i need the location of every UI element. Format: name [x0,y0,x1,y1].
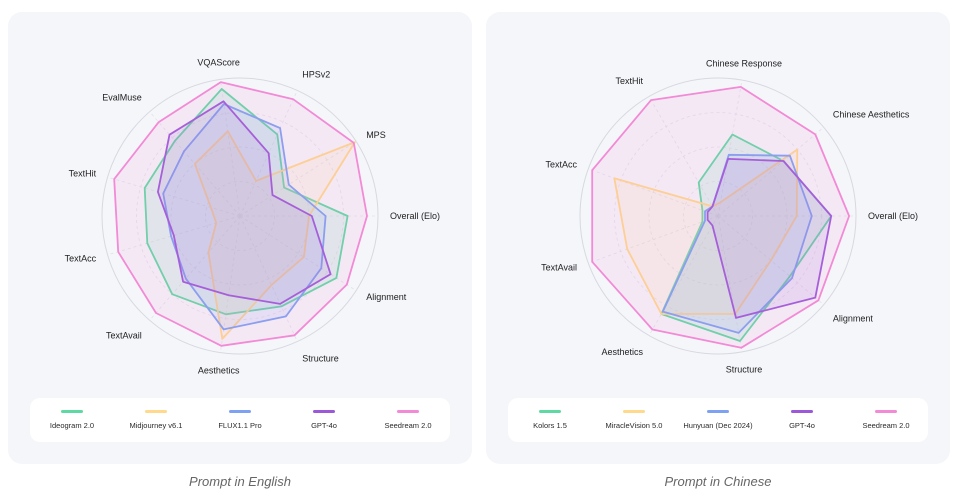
legend-item-gpt-4o: GPT-4o [282,398,366,442]
axis-label-chinese-response: Chinese Response [706,58,782,68]
series-midjourney-v6-1 [193,130,356,340]
radar-spoke [239,215,298,342]
series-miraclevision-5-0 [613,148,799,315]
axis-label-texthit: TextHit [615,76,643,86]
radar-grid-ring [205,181,275,251]
radar-outer-ring [579,77,857,355]
series-gpt-4o [156,100,332,305]
radar-spoke [648,215,719,336]
axis-label-textavail: TextAvail [106,330,142,340]
axis-label-chinese-aesthetics: Chinese Aesthetics [833,110,910,120]
radar-spoke [107,176,241,217]
series-seedream-2-0 [113,81,368,347]
chart-panel-right: Overall (Elo) Chinese Aesthetics Chinese R… [486,12,950,464]
axis-label-textacc: TextAcc [65,253,97,263]
legend-item-midjourney-v6-1: Midjourney v6.1 [114,398,198,442]
series-seedream-2-0 [591,86,851,349]
series-hunyuan-dec-2024 [661,153,813,334]
legend-item-ideogram-2-0: Ideogram 2.0 [30,398,114,442]
legend-label: GPT-4o [789,421,815,430]
radar-spoke [648,96,719,217]
legend-label: MiracleVision 5.0 [605,421,663,430]
axis-label-textavail: TextAvail [541,262,577,272]
legend-swatch [875,410,897,413]
radar-spoke [239,141,357,217]
axis-label-textacc: TextAcc [545,160,577,170]
legend-swatch [791,410,813,413]
axis-label-aesthetics: Aesthetics [601,347,643,357]
legend-swatch [623,410,645,413]
legend-right: Kolors 1.5 MiracleVision 5.0 Hunyuan (Dec … [508,398,928,442]
legend-item-seedream-2-0: Seedream 2.0 [366,398,450,442]
axis-label-hpsv2: HPSv2 [302,70,330,80]
legend-label: Kolors 1.5 [533,421,567,430]
caption-left: Prompt in English [189,474,291,489]
legend-swatch [707,410,729,413]
legend-item-miraclevision-5-0: MiracleVision 5.0 [592,398,676,442]
radar-spoke [717,126,824,217]
legend-swatch [145,410,167,413]
legend-label: Seedream 2.0 [384,421,432,430]
legend-item-flux1-1-pro: FLUX1.1 Pro [198,398,282,442]
legend-swatch [61,410,83,413]
radar-spoke [149,215,241,321]
legend-label: GPT-4o [311,421,337,430]
axis-label-vqascore: VQAScore [197,58,240,68]
legend-item-seedream-2-0: Seedream 2.0 [844,398,928,442]
legend-label: Seedream 2.0 [862,421,910,430]
series-ideogram-2-0 [143,88,349,316]
series-gpt-4o [706,157,833,319]
axis-label-structure: Structure [302,353,339,363]
radar-chart-right: Overall (Elo) Chinese Aesthetics Chinese R… [541,58,918,375]
chart-panel-left: Overall (Elo) MPS HPSv2 VQAScore EvalMuse Tex… [8,12,472,464]
radar-chart-left: Overall (Elo) MPS HPSv2 VQAScore EvalMuse Tex… [65,58,440,376]
legend-swatch [397,410,419,413]
legend-item-hunyuan-dec-2024: Hunyuan (Dec 2024) [676,398,760,442]
radar-outer-ring [101,77,379,355]
legend-left: Ideogram 2.0 Midjourney v6.1 FLUX1.1 Pro GP… [30,398,450,442]
legend-swatch [539,410,561,413]
caption-right: Prompt in Chinese [664,474,772,489]
axis-label-alignment: Alignment [366,292,407,302]
axis-label-overall-elo: Overall (Elo) [868,211,918,221]
legend-label: FLUX1.1 Pro [218,421,262,430]
axis-label-structure: Structure [726,365,763,375]
legend-item-kolors-1-5: Kolors 1.5 [508,398,592,442]
legend-swatch [229,410,251,413]
axis-label-texthit: TextHit [69,169,97,179]
axis-label-overall-elo: Overall (Elo) [390,211,440,221]
series-kolors-1-5 [660,133,833,342]
legend-label: Midjourney v6.1 [129,421,183,430]
legend-label: Ideogram 2.0 [49,421,95,430]
legend-item-gpt-4o: GPT-4o [760,398,844,442]
axis-label-mps: MPS [366,130,386,140]
axis-label-alignment: Alignment [833,313,874,323]
legend-swatch [313,410,335,413]
legend-label: Hunyuan (Dec 2024) [683,421,753,430]
axis-label-aesthetics: Aesthetics [198,366,240,376]
axis-label-evalmuse: EvalMuse [102,93,142,103]
